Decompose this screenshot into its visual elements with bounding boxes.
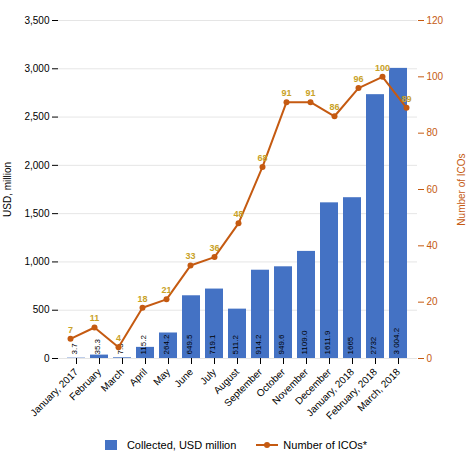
- svg-text:35.3: 35.3: [93, 338, 102, 354]
- svg-text:100: 100: [427, 71, 444, 82]
- svg-text:40: 40: [427, 240, 439, 251]
- svg-text:500: 500: [33, 304, 50, 315]
- svg-text:60: 60: [427, 184, 439, 195]
- svg-text:7.3: 7.3: [115, 343, 125, 355]
- svg-text:September: September: [221, 366, 265, 409]
- svg-text:33: 33: [185, 251, 195, 261]
- html-text:Number of ICOs*: Number of ICOs*: [283, 439, 368, 451]
- svg-text:11: 11: [90, 313, 100, 323]
- svg-text:0: 0: [427, 353, 433, 364]
- svg-text:115.2: 115.2: [139, 335, 148, 355]
- svg-text:0: 0: [44, 353, 50, 364]
- svg-text:3,000: 3,000: [24, 63, 49, 74]
- svg-text:7: 7: [68, 325, 73, 335]
- svg-text:1,500: 1,500: [24, 208, 49, 219]
- svg-text:100: 100: [375, 63, 390, 73]
- svg-text:91: 91: [305, 88, 315, 98]
- svg-text:3.7: 3.7: [70, 343, 79, 355]
- svg-text:2732: 2732: [369, 336, 378, 354]
- svg-text:18: 18: [137, 294, 147, 304]
- svg-text:36: 36: [209, 243, 219, 253]
- svg-text:March: March: [99, 366, 126, 393]
- svg-text:649.5: 649.5: [185, 334, 194, 355]
- svg-text:November: November: [269, 366, 311, 407]
- svg-text:March, 2018: March, 2018: [355, 366, 402, 413]
- svg-text:264.2: 264.2: [162, 334, 171, 355]
- svg-text:USD, million: USD, million: [2, 162, 13, 217]
- svg-text:1109.0: 1109.0: [300, 330, 309, 354]
- svg-text:48: 48: [233, 209, 243, 219]
- svg-text:96: 96: [353, 74, 363, 84]
- svg-text:1611.9: 1611.9: [323, 330, 332, 354]
- svg-text:719.1: 719.1: [208, 334, 217, 355]
- svg-text:80: 80: [427, 127, 439, 138]
- svg-text:89: 89: [401, 94, 411, 104]
- svg-text:2,000: 2,000: [24, 160, 49, 171]
- svg-text:120: 120: [427, 15, 444, 26]
- svg-text:86: 86: [329, 102, 339, 112]
- svg-text:20: 20: [427, 296, 439, 307]
- svg-text:October: October: [254, 366, 288, 400]
- svg-text:January, 2017: January, 2017: [28, 366, 81, 419]
- svg-text:January, 2018: January, 2018: [304, 366, 357, 419]
- html-text:Collected, USD million: Collected, USD million: [126, 439, 237, 451]
- svg-text:68: 68: [257, 153, 267, 163]
- svg-text:1665: 1665: [346, 336, 355, 354]
- svg-text:3 004.2: 3 004.2: [392, 327, 401, 354]
- svg-text:511.2: 511.2: [231, 335, 240, 355]
- svg-text:May: May: [151, 366, 172, 387]
- svg-text:February, 2018: February, 2018: [324, 366, 380, 422]
- svg-text:91: 91: [281, 88, 291, 98]
- svg-text:3,500: 3,500: [24, 15, 49, 26]
- svg-text:June: June: [172, 366, 195, 389]
- svg-text:949.6: 949.6: [277, 334, 286, 355]
- svg-text:December: December: [292, 366, 334, 407]
- svg-text:April: April: [127, 366, 149, 388]
- svg-text:Number of ICOs: Number of ICOs: [456, 153, 467, 225]
- svg-text:July: July: [197, 366, 219, 387]
- svg-text:2,500: 2,500: [24, 111, 49, 122]
- svg-text:February: February: [67, 366, 103, 402]
- svg-text:4: 4: [116, 333, 121, 343]
- svg-text:1,000: 1,000: [24, 256, 49, 267]
- svg-text:21: 21: [161, 285, 171, 295]
- svg-text:August: August: [211, 366, 242, 396]
- svg-text:914.2: 914.2: [254, 334, 263, 355]
